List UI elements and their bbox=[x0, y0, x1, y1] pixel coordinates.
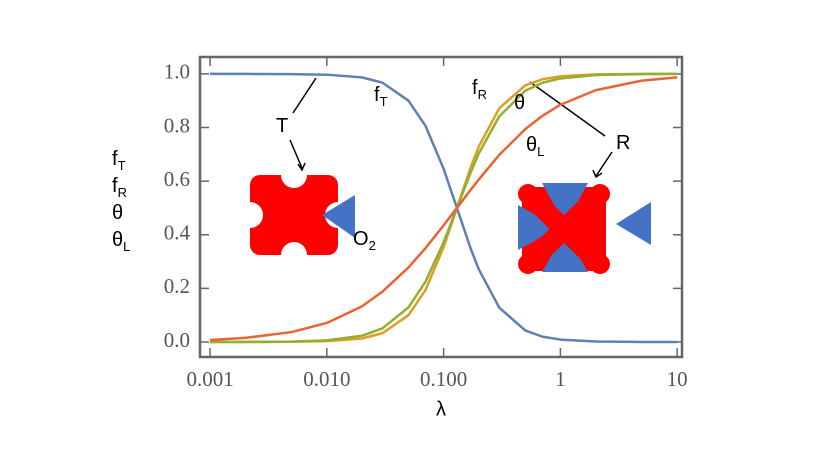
annotation: R bbox=[616, 132, 630, 154]
x-tick-label: 0.100 bbox=[420, 367, 467, 391]
annotation-sub: 2 bbox=[369, 238, 376, 253]
x-axis-label: λ bbox=[436, 398, 446, 420]
annotation: θL bbox=[526, 134, 544, 159]
x-tick-label: 1 bbox=[555, 367, 566, 391]
x-tick-label: 10 bbox=[667, 367, 688, 391]
legend-label-main: θ bbox=[112, 202, 123, 224]
annotation-main: θ bbox=[526, 134, 537, 156]
annotation: O2 bbox=[353, 228, 376, 253]
annotation-main: f bbox=[472, 77, 478, 99]
annotation-main: θ bbox=[514, 92, 525, 114]
r-state-icon bbox=[518, 183, 651, 274]
annotation: fT bbox=[374, 84, 388, 109]
legend-label-sub: R bbox=[118, 185, 127, 200]
legend-label-sub: L bbox=[123, 239, 130, 254]
x-tick-label: 0.001 bbox=[186, 367, 233, 391]
legend-label: θ bbox=[112, 202, 123, 224]
t-state-icon bbox=[237, 162, 355, 268]
annotation-main: T bbox=[276, 115, 288, 137]
y-tick-label: 0.0 bbox=[164, 328, 190, 352]
annotation-sub: T bbox=[380, 94, 388, 109]
y-tick-label: 1.0 bbox=[164, 60, 190, 84]
legend-label: fR bbox=[112, 175, 127, 200]
x-tick-label: 0.010 bbox=[303, 367, 350, 391]
legend-label-main: θ bbox=[112, 229, 123, 251]
legend-label: θL bbox=[112, 229, 130, 254]
y-tick-label: 0.4 bbox=[164, 221, 191, 245]
annotation-main: f bbox=[374, 84, 380, 106]
legend-label: fT bbox=[112, 148, 126, 173]
legend-label-sub: T bbox=[118, 158, 126, 173]
annotation-sub: R bbox=[478, 87, 487, 102]
annotation-main: O bbox=[353, 228, 369, 250]
pointers bbox=[289, 77, 613, 179]
plot-frame bbox=[198, 55, 684, 359]
y-tick-label: 0.6 bbox=[164, 167, 190, 191]
y-tick-label: 0.8 bbox=[164, 113, 190, 137]
series-line bbox=[209, 76, 678, 342]
legend-label-main: f bbox=[112, 148, 118, 170]
annotation: fR bbox=[472, 77, 487, 102]
legend-label-main: f bbox=[112, 175, 118, 197]
annotation: T bbox=[276, 115, 288, 137]
annotation-main: R bbox=[616, 132, 630, 154]
y-tick-label: 0.2 bbox=[164, 274, 190, 298]
annotation-sub: L bbox=[537, 144, 544, 159]
annotation: θ bbox=[514, 92, 525, 114]
